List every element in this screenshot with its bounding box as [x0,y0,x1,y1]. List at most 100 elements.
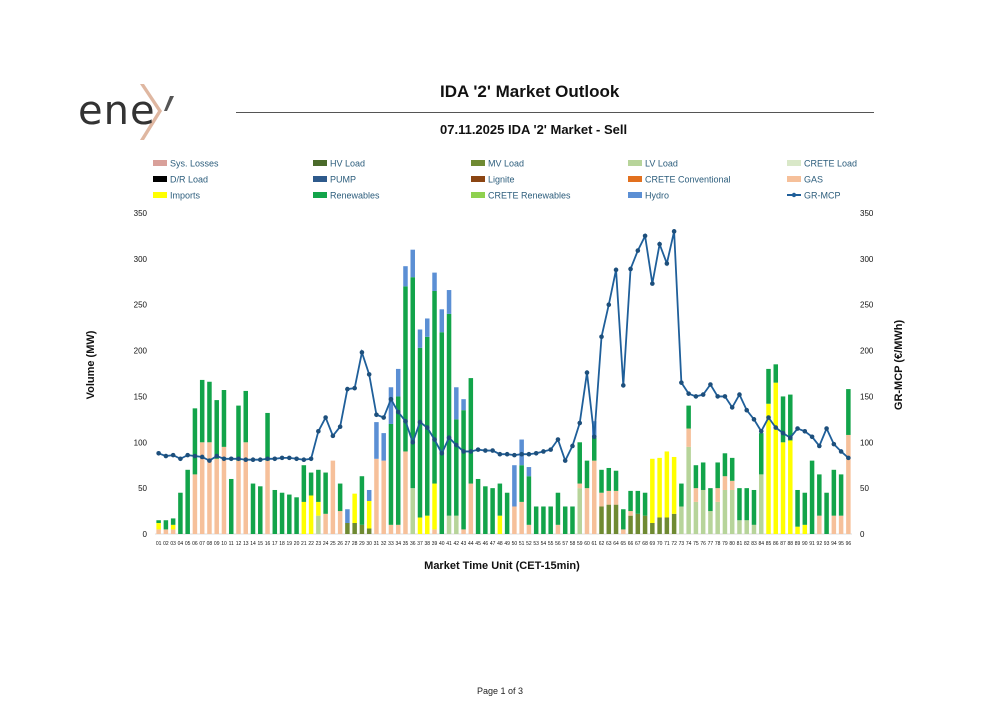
chart-labels: 01 02 03 04 05 06 07 08 09 10 11 12 13 14 15 16 17 18 19 20… [85,320,905,572]
x-tick-label: 10 [221,541,227,547]
bar-segment [809,460,815,534]
legend-label: Lignite [488,175,515,185]
bar-segment [454,515,459,534]
bar-segment [403,451,408,534]
bar-segment [817,474,822,516]
bar-segment [533,506,539,534]
x-tick-label: 70 [657,541,663,547]
mcp-point [243,457,249,463]
bar-segment [417,347,423,518]
bar-segment [584,488,590,534]
chart-axes: 0 0 50 50 100 100 150 150 200 200 250 250 300 300 350 3… [134,209,874,539]
bar-segment [548,506,553,534]
x-tick-label: 03 [170,541,176,547]
bar-segment [722,453,728,477]
legend-label: Sys. Losses [170,159,219,169]
bar-segment [519,465,524,502]
mcp-point [279,455,285,461]
mcp-point [773,425,779,430]
bar-segment [846,389,851,435]
enex-logo [140,84,174,140]
bar-segment [838,474,844,516]
x-tick-label: 41 [446,541,452,547]
bar-segment [606,467,612,491]
bar-segment [541,506,546,534]
bar-segment [279,492,285,534]
bar-segment [679,506,684,534]
mcp-point [446,435,452,441]
bar-segment [468,483,474,534]
x-tick-label: 60 [584,541,590,547]
bar-segment [621,509,626,530]
bar-segment [642,515,648,534]
bar-segment [446,515,452,534]
mcp-point [722,394,728,399]
mcp-point [591,434,597,440]
bar-segment [592,460,597,534]
x-tick-label: 64 [613,541,619,547]
bar-segment [693,488,699,502]
mcp-point [671,229,677,234]
bar-segment [316,469,321,502]
legend-swatch [628,176,642,182]
bar-segment [236,405,241,461]
bar-segment [693,465,699,489]
bar-segment [599,506,604,534]
mcp-point [613,267,619,273]
bar-segment [337,483,343,512]
mcp-point [599,334,604,340]
bar-segment [192,408,198,475]
bar-segment [417,517,423,534]
x-tick-label: 26 [337,541,343,547]
bar-segment [316,515,321,534]
mcp-point [417,419,423,425]
x-tick-label: 63 [606,541,612,547]
mcp-point [831,441,837,447]
x-tick-label: 15 [257,541,263,547]
mcp-point [584,370,590,375]
x-tick-label: 78 [715,541,721,547]
bar-segment [824,492,829,534]
mcp-point [504,451,510,457]
bar-segment [170,529,176,534]
x-tick-label: 74 [686,541,692,547]
x-tick-label: 02 [163,541,169,547]
y2-tick-label: 100 [860,438,874,447]
x-tick-label: 29 [359,541,365,547]
x-tick-label: 89 [795,541,801,547]
mcp-point [287,455,292,461]
mcp-line [158,231,849,463]
bar-segment [664,517,670,534]
x-tick-label: 36 [410,541,416,547]
mcp-point [272,456,278,462]
bar-segment [301,465,307,502]
title-divider [236,112,874,113]
y-tick-label: 300 [134,255,148,264]
mcp-point [403,418,408,424]
legend-label: MV Load [488,159,524,169]
bar-segment [592,437,597,461]
y-axis-title: Volume (MW) [85,330,97,399]
bar-segment [577,488,582,534]
mcp-point [410,439,416,445]
bar-segment [512,506,517,534]
bar-segment [461,529,466,534]
bar-segment [613,504,619,534]
x-tick-label: 27 [345,541,351,547]
bar-segment [308,495,314,534]
logo-x-stroke [164,96,174,111]
bar-segment [831,469,837,516]
mcp-point [664,261,670,266]
bar-segment [613,490,619,505]
bar-segment [461,399,466,411]
mcp-point [758,428,764,434]
mcp-point [795,426,800,431]
legend-swatch [787,176,801,182]
mcp-point [359,350,365,355]
bar-segment [294,497,299,534]
x-tick-label: 81 [737,541,743,547]
mcp-point [526,451,532,457]
bar-segment [243,390,248,443]
bar-segment [838,515,844,534]
legend-swatch [628,160,642,166]
